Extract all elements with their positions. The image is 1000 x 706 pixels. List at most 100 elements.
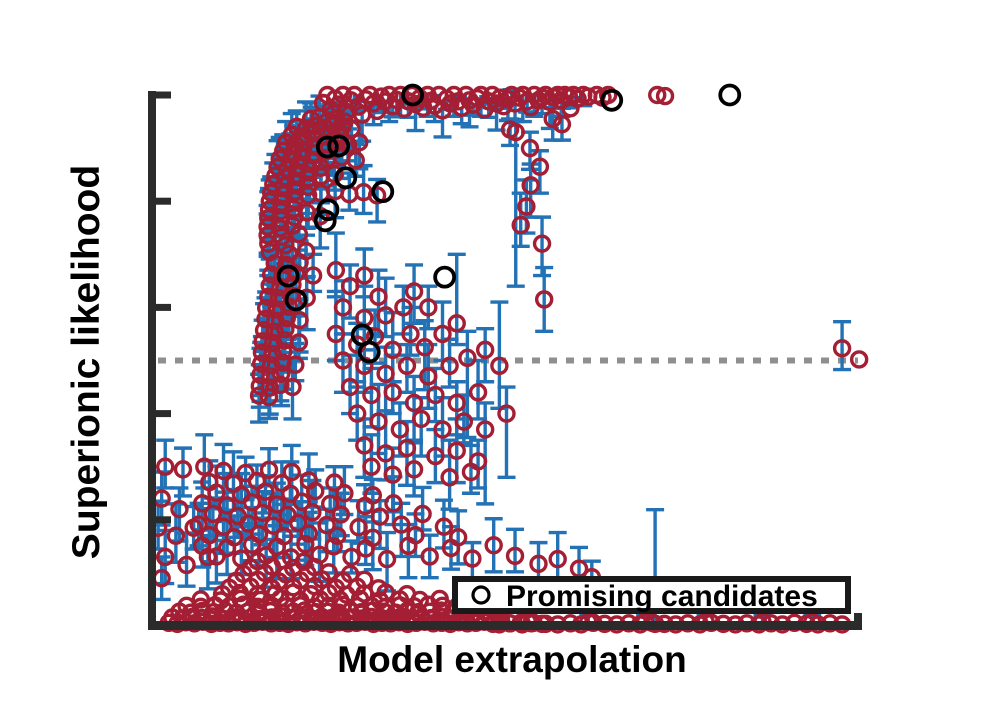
data-point [293, 140, 313, 159]
data-point [397, 356, 417, 376]
data-point [286, 355, 305, 374]
y-axis-ticks [155, 91, 171, 524]
data-point [530, 157, 550, 176]
data-point [259, 234, 278, 253]
legend-label: Promising candidates [506, 580, 818, 613]
data-point [335, 484, 354, 503]
data-point [267, 495, 287, 514]
data-point [415, 338, 434, 357]
data-point [404, 282, 424, 301]
data-point [271, 364, 291, 383]
data-point [173, 460, 193, 479]
data-point [419, 367, 438, 386]
data-point [355, 496, 375, 516]
y-tick [155, 303, 171, 311]
data-point [561, 99, 580, 118]
data-point [285, 190, 304, 210]
data-point [521, 176, 540, 195]
data-point [320, 494, 340, 514]
promising-candidate-point [401, 83, 425, 107]
data-point [447, 441, 466, 460]
data-point [490, 356, 509, 376]
data-point [290, 253, 309, 272]
data-point [211, 591, 230, 610]
data-point [324, 537, 343, 556]
data-point [484, 536, 503, 555]
data-point [392, 515, 411, 534]
data-point [325, 164, 344, 184]
data-point [377, 549, 397, 569]
data-point [411, 409, 431, 429]
data-point [259, 460, 279, 480]
data-point [242, 493, 262, 512]
promising-candidate-point [433, 265, 457, 289]
data-point [325, 473, 344, 492]
data-point [306, 481, 325, 501]
data-point [369, 579, 388, 598]
data-point [156, 547, 175, 567]
data-point [360, 85, 380, 105]
data-point [458, 348, 477, 368]
data-point [505, 546, 525, 566]
data-point [346, 151, 365, 170]
data-point [250, 376, 269, 396]
data-point [256, 482, 275, 501]
data-point [203, 504, 223, 524]
data-point [189, 515, 208, 534]
y-tick [155, 516, 171, 524]
y-tick [155, 197, 171, 205]
data-point [548, 549, 567, 569]
data-point [317, 515, 336, 535]
data-point [367, 186, 387, 205]
data-point [404, 393, 424, 413]
legend-marker-open-circle-icon [471, 585, 491, 605]
data-point [271, 375, 290, 395]
data-point [397, 438, 417, 458]
data-point [849, 350, 869, 369]
data-point [340, 564, 360, 584]
data-point [340, 377, 360, 397]
data-point [259, 287, 278, 306]
data-point [440, 468, 459, 487]
data-point [390, 590, 410, 609]
data-point [303, 266, 323, 285]
data-point [648, 85, 667, 105]
data-point [256, 298, 276, 318]
data-point [217, 496, 237, 515]
data-point [285, 207, 304, 227]
data-point [242, 535, 262, 554]
data-point [349, 518, 368, 537]
data-point [326, 261, 346, 280]
promising-candidate-point [316, 198, 340, 222]
data-point [355, 266, 374, 285]
data-point [177, 555, 196, 575]
data-point [506, 122, 525, 142]
data-point [214, 517, 233, 536]
data-point [258, 217, 277, 236]
data-point [287, 165, 306, 184]
data-point [369, 287, 388, 306]
data-point [511, 215, 530, 235]
data-point [497, 404, 516, 423]
data-point [282, 462, 301, 482]
data-point [413, 504, 432, 524]
data-point [376, 364, 395, 383]
data-point [490, 88, 510, 107]
data-point [468, 383, 488, 402]
y-tick [155, 410, 171, 418]
data-point [475, 420, 495, 439]
data-point [399, 536, 418, 556]
data-point [273, 353, 292, 372]
data-point [502, 85, 521, 105]
data-point [404, 460, 424, 479]
data-point [333, 298, 353, 317]
data-point [383, 465, 402, 484]
data-point [290, 310, 309, 330]
y-axis-spine [148, 91, 156, 630]
promising-candidate-point [276, 264, 300, 288]
data-point [252, 354, 271, 373]
data-point [370, 591, 390, 610]
data-point [292, 492, 311, 511]
data-point [376, 306, 395, 325]
